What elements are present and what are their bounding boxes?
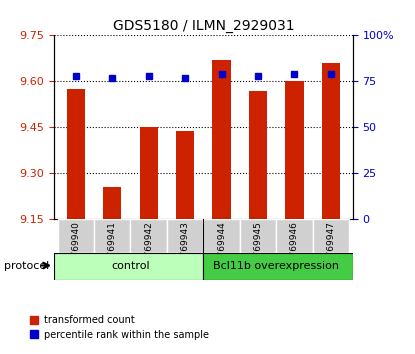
Bar xyxy=(276,219,312,253)
Text: GSM769942: GSM769942 xyxy=(144,221,153,276)
Bar xyxy=(322,63,340,219)
Bar xyxy=(139,127,158,219)
Bar xyxy=(312,219,349,253)
Bar xyxy=(249,91,267,219)
Bar xyxy=(167,219,203,253)
Bar xyxy=(203,253,353,280)
Text: protocol: protocol xyxy=(4,261,49,271)
Bar xyxy=(203,219,240,253)
Bar xyxy=(67,89,85,219)
Text: GSM769947: GSM769947 xyxy=(326,221,335,276)
Text: GSM769946: GSM769946 xyxy=(290,221,299,276)
Bar xyxy=(176,131,194,219)
Legend: transformed count, percentile rank within the sample: transformed count, percentile rank withi… xyxy=(26,311,213,344)
Bar xyxy=(94,219,130,253)
Bar xyxy=(286,81,303,219)
Text: GSM769945: GSM769945 xyxy=(254,221,263,276)
Bar xyxy=(103,187,121,219)
Text: GSM769944: GSM769944 xyxy=(217,221,226,276)
Bar xyxy=(212,60,231,219)
Text: Bcl11b overexpression: Bcl11b overexpression xyxy=(213,261,339,272)
Text: GSM769943: GSM769943 xyxy=(181,221,190,276)
Bar xyxy=(130,219,167,253)
Bar xyxy=(58,219,94,253)
Text: control: control xyxy=(111,261,150,272)
Bar xyxy=(54,253,203,280)
Text: GSM769940: GSM769940 xyxy=(71,221,81,276)
Title: GDS5180 / ILMN_2929031: GDS5180 / ILMN_2929031 xyxy=(112,19,294,33)
Text: GSM769941: GSM769941 xyxy=(108,221,117,276)
Bar xyxy=(240,219,276,253)
